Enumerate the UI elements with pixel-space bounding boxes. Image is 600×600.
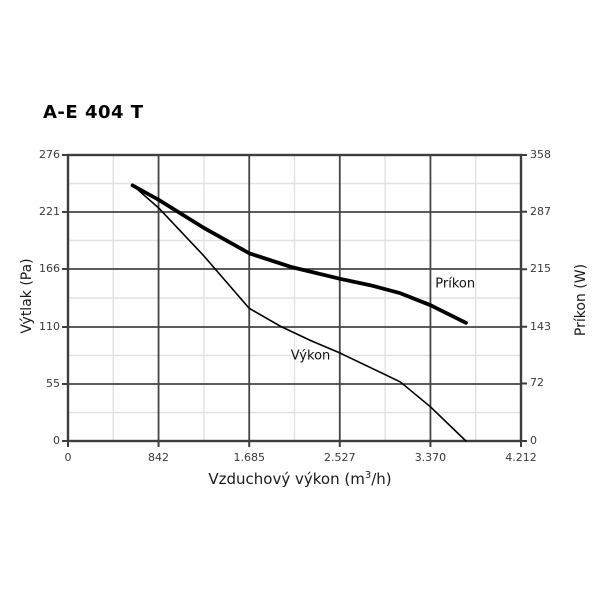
y-left-tick-label: 0	[53, 434, 60, 447]
y-right-tick-label: 287	[530, 204, 551, 218]
curve-vykon	[131, 184, 467, 442]
x-axis-label: Vzduchový výkon (m3/h)	[0, 470, 600, 488]
x-axis-label-superscript: 3	[364, 470, 372, 481]
y-left-tick-label: 166	[39, 261, 60, 275]
x-tick-label: 842	[148, 451, 170, 464]
y-left-tick-label: 276	[39, 148, 60, 161]
y-axis-label-right: Príkon (W)	[573, 263, 589, 337]
y-left-tick-label: 110	[39, 320, 60, 333]
series-label-vykon: Výkon	[290, 348, 331, 364]
x-tick-label: 3.370	[414, 451, 447, 464]
x-tick-label: 1.685	[233, 451, 265, 464]
x-axis-label-post: /h)	[371, 470, 392, 488]
y-right-tick-label: 72	[530, 376, 544, 390]
chart-title: A-E 404 T	[43, 102, 144, 123]
x-tick-label: 2.527	[324, 451, 356, 464]
y-right-tick-label: 358	[530, 148, 551, 161]
y-right-tick-label: 143	[530, 319, 551, 333]
y-right-tick-label: 0	[530, 434, 537, 447]
plot-border	[66, 153, 523, 443]
series-label-prikon: Príkon	[435, 276, 476, 292]
y-left-tick-label: 221	[39, 204, 60, 218]
curve-prikon	[130, 183, 468, 325]
x-axis-label-pre: Vzduchový výkon (m	[208, 470, 365, 488]
y-left-tick-label: 55	[46, 377, 60, 390]
x-tick-label: 0	[64, 451, 72, 464]
y-right-tick-label: 215	[530, 262, 551, 276]
x-tick-label: 4.212	[505, 451, 537, 464]
